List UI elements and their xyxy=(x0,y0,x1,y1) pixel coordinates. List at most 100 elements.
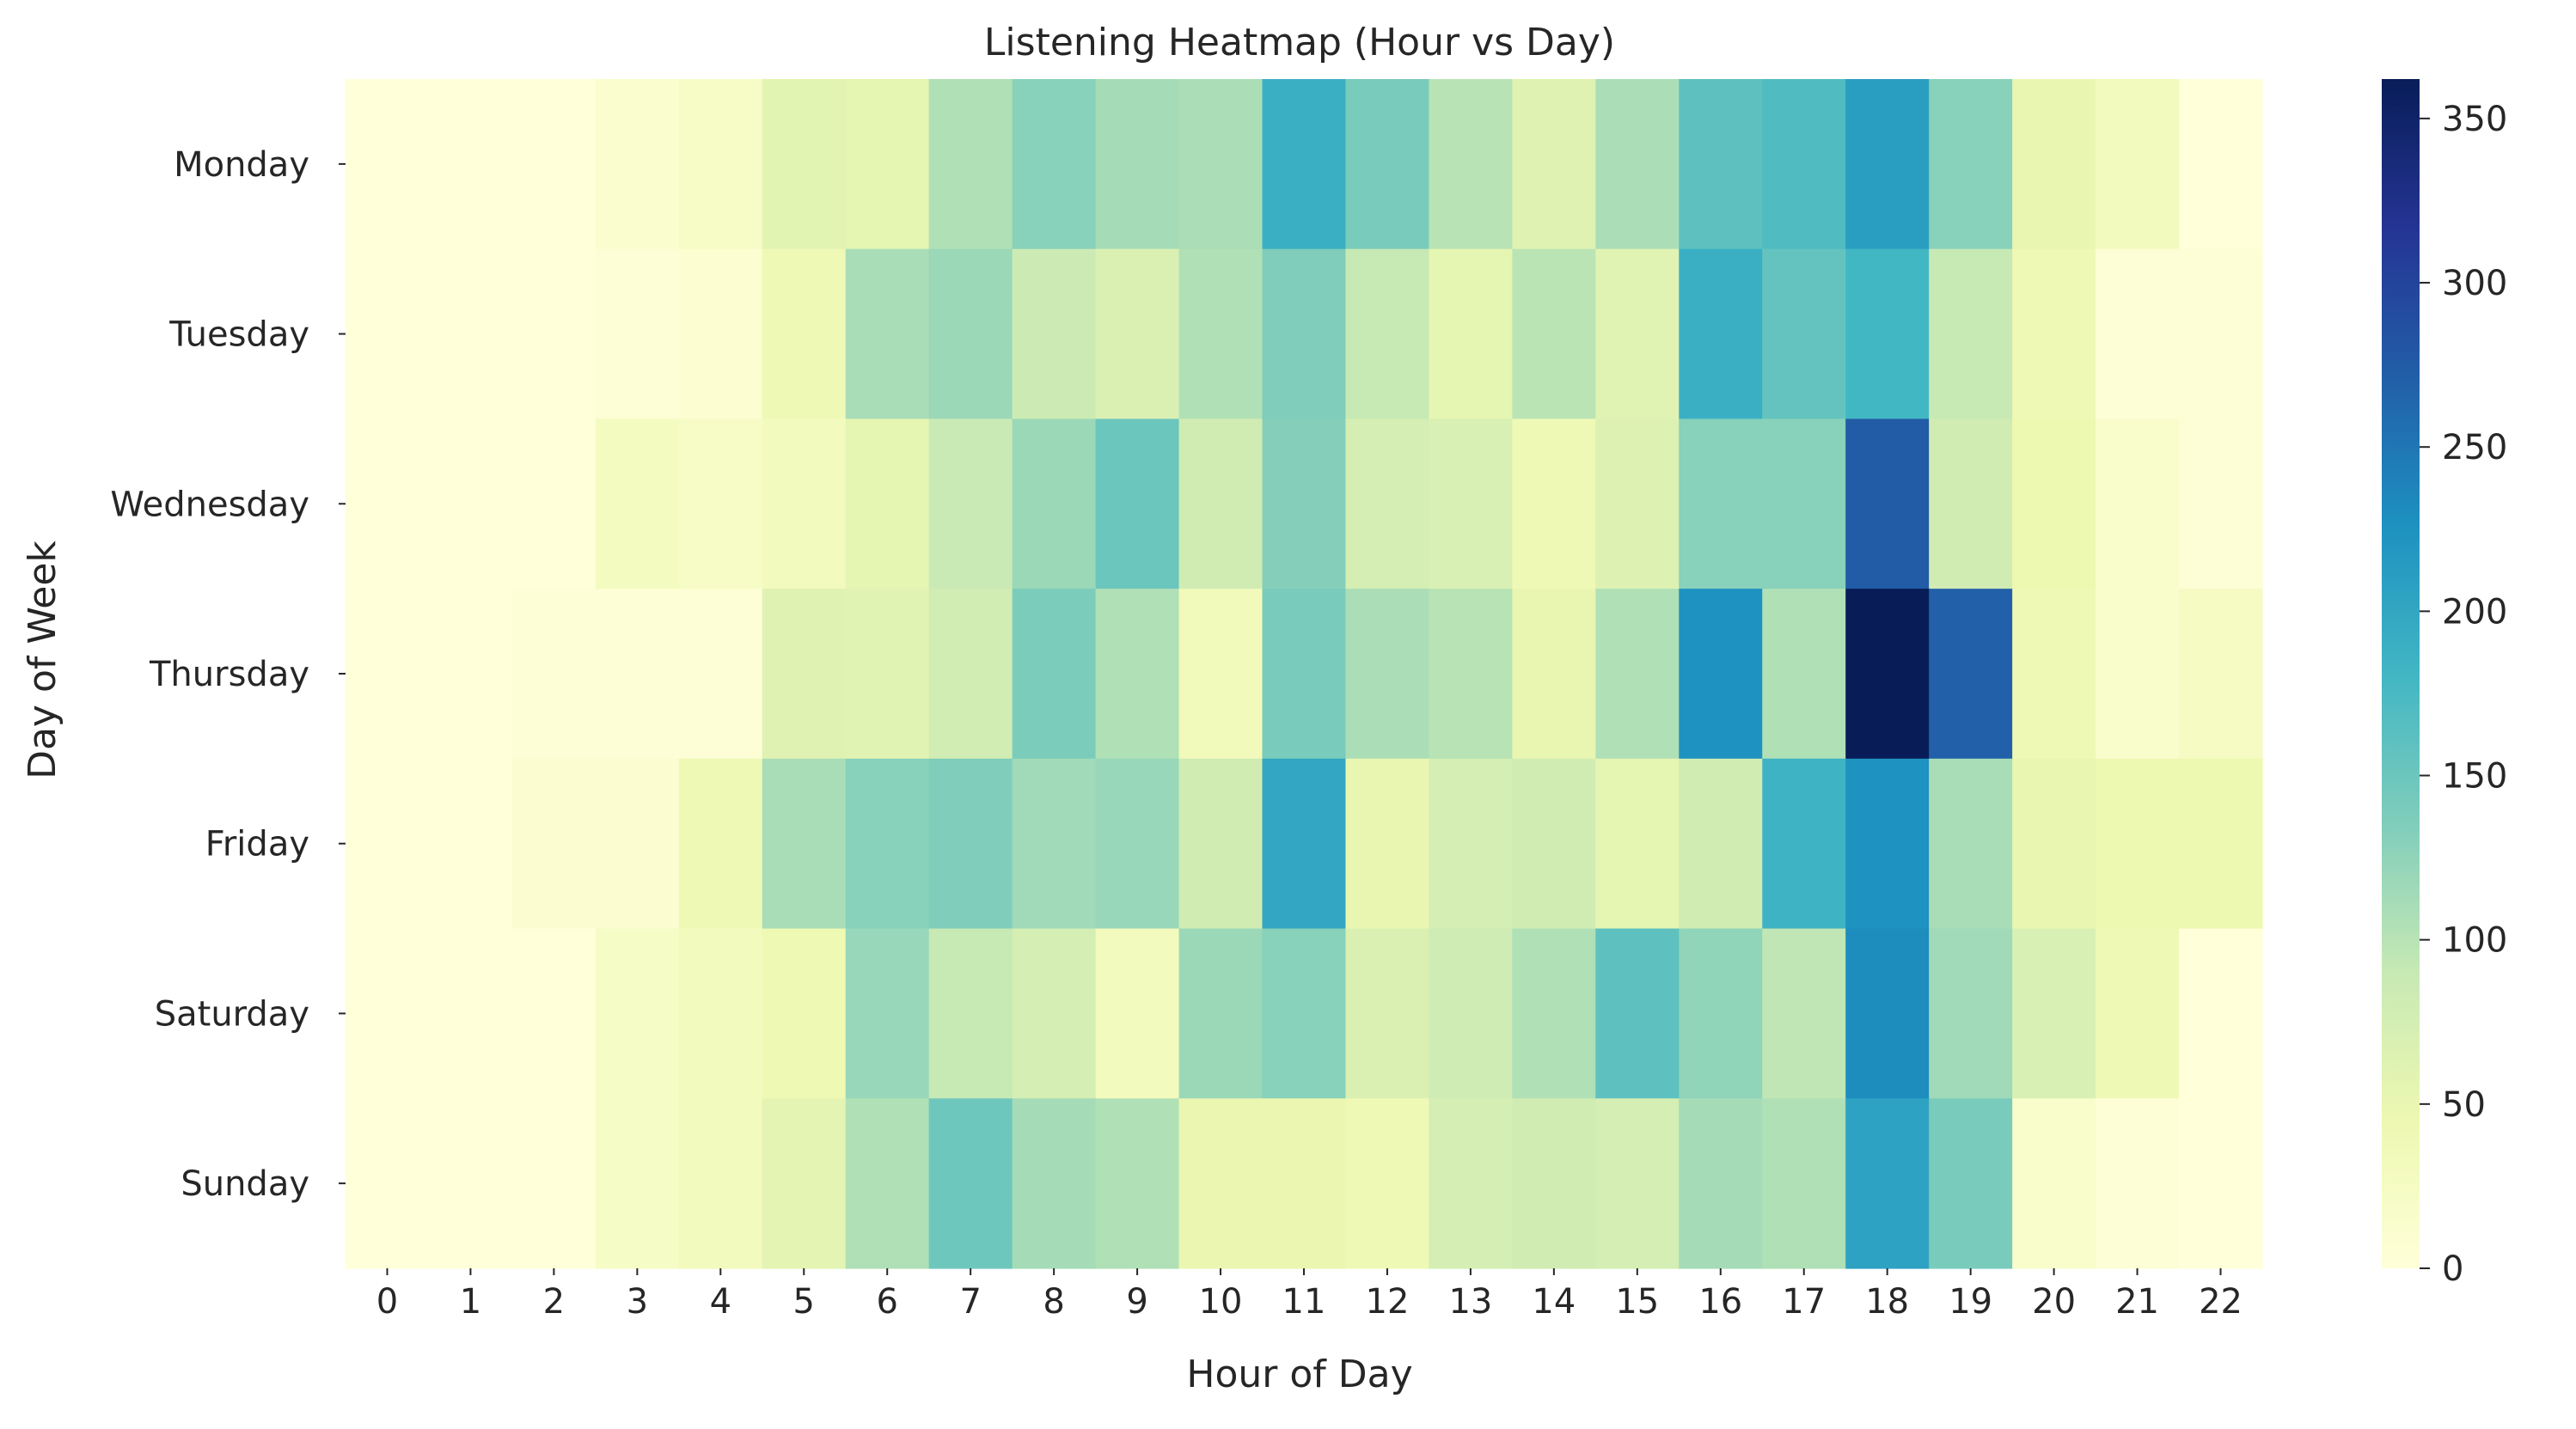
x-tick-label: 3 xyxy=(627,1282,648,1322)
heatmap-cell-saturday-15 xyxy=(1595,928,1680,1099)
heatmap-cell-thursday-5 xyxy=(762,589,847,760)
heatmap-cell-wednesday-14 xyxy=(1512,418,1596,589)
heatmap-cell-friday-13 xyxy=(1429,758,1513,930)
heatmap-cell-friday-11 xyxy=(1262,758,1347,930)
heatmap-cell-saturday-12 xyxy=(1345,928,1430,1099)
heatmap-cell-sunday-20 xyxy=(2012,1098,2096,1269)
heatmap-cell-sunday-5 xyxy=(762,1098,847,1269)
heatmap-cell-friday-15 xyxy=(1595,758,1680,930)
heatmap-cell-monday-2 xyxy=(511,79,597,250)
heatmap-cell-friday-21 xyxy=(2096,758,2180,930)
colorbar-tick-label: 300 xyxy=(2442,264,2507,303)
heatmap-cell-sunday-13 xyxy=(1429,1098,1513,1269)
heatmap-cell-monday-8 xyxy=(1012,79,1097,250)
heatmap-cell-sunday-17 xyxy=(1762,1098,1846,1269)
y-tick-label: Friday xyxy=(205,825,309,864)
heatmap-cell-thursday-13 xyxy=(1429,589,1513,760)
heatmap-cell-friday-22 xyxy=(2179,758,2263,930)
y-tick-label: Monday xyxy=(174,145,309,185)
heatmap-cell-sunday-3 xyxy=(595,1098,680,1269)
x-tick-label: 4 xyxy=(710,1282,731,1322)
heatmap-cell-thursday-22 xyxy=(2179,589,2263,760)
x-tick-label: 11 xyxy=(1282,1282,1326,1322)
heatmap-cell-wednesday-15 xyxy=(1595,418,1680,589)
heatmap-cell-thursday-3 xyxy=(595,589,680,760)
heatmap-cell-saturday-7 xyxy=(928,928,1013,1099)
heatmap-cell-monday-1 xyxy=(428,79,513,250)
heatmap-cell-tuesday-10 xyxy=(1178,248,1264,420)
x-tick-label: 8 xyxy=(1043,1282,1064,1322)
x-tick-label: 0 xyxy=(376,1282,398,1322)
heatmap-cell-friday-2 xyxy=(511,758,597,930)
heatmap-cell-sunday-10 xyxy=(1178,1098,1264,1269)
heatmap-cell-wednesday-1 xyxy=(428,418,513,589)
heatmap-cell-sunday-7 xyxy=(928,1098,1013,1269)
heatmap-cell-monday-11 xyxy=(1262,79,1347,250)
heatmap-cell-wednesday-9 xyxy=(1095,418,1180,589)
heatmap-cell-thursday-9 xyxy=(1095,589,1180,760)
heatmap-cell-monday-10 xyxy=(1178,79,1264,250)
heatmap-cell-thursday-14 xyxy=(1512,589,1596,760)
heatmap-cell-saturday-22 xyxy=(2179,928,2263,1099)
heatmap-cell-saturday-6 xyxy=(845,928,930,1099)
heatmap-cell-wednesday-6 xyxy=(845,418,930,589)
heatmap-cell-tuesday-18 xyxy=(1845,248,1930,420)
heatmap-cell-monday-21 xyxy=(2096,79,2180,250)
heatmap-cell-tuesday-15 xyxy=(1595,248,1680,420)
x-tick-label: 7 xyxy=(959,1282,981,1322)
heatmap-cell-sunday-22 xyxy=(2179,1098,2263,1269)
heatmap-cell-sunday-6 xyxy=(845,1098,930,1269)
heatmap-cell-tuesday-20 xyxy=(2012,248,2096,420)
heatmap-cell-friday-4 xyxy=(678,758,763,930)
heatmap-cell-monday-0 xyxy=(346,79,430,250)
heatmap-cell-friday-6 xyxy=(845,758,930,930)
heatmap-cell-monday-4 xyxy=(678,79,763,250)
heatmap-cell-friday-16 xyxy=(1679,758,1763,930)
heatmap-cell-tuesday-5 xyxy=(762,248,847,420)
heatmap-cell-tuesday-14 xyxy=(1512,248,1596,420)
heatmap-cell-thursday-16 xyxy=(1679,589,1763,760)
heatmap-cell-wednesday-22 xyxy=(2179,418,2263,589)
heatmap-cell-monday-6 xyxy=(845,79,930,250)
x-tick-label: 19 xyxy=(1949,1282,1992,1322)
heatmap-cell-thursday-17 xyxy=(1762,589,1846,760)
x-tick-label: 18 xyxy=(1865,1282,1909,1322)
heatmap-cell-wednesday-17 xyxy=(1762,418,1846,589)
heatmap-cell-saturday-16 xyxy=(1679,928,1763,1099)
heatmap-cell-sunday-4 xyxy=(678,1098,763,1269)
heatmap-cell-tuesday-11 xyxy=(1262,248,1347,420)
heatmap-cell-monday-20 xyxy=(2012,79,2096,250)
heatmap-cell-friday-14 xyxy=(1512,758,1596,930)
heatmap-cell-friday-0 xyxy=(346,758,430,930)
colorbar-tick-label: 250 xyxy=(2442,428,2507,467)
x-tick-label: 1 xyxy=(460,1282,481,1322)
heatmap-cell-tuesday-17 xyxy=(1762,248,1846,420)
heatmap-cell-sunday-11 xyxy=(1262,1098,1347,1269)
x-tick-label: 22 xyxy=(2199,1282,2243,1322)
x-tick-label: 6 xyxy=(876,1282,897,1322)
x-tick-label: 20 xyxy=(2032,1282,2076,1322)
heatmap-cell-sunday-9 xyxy=(1095,1098,1180,1269)
heatmap-cell-tuesday-21 xyxy=(2096,248,2180,420)
heatmap-cell-friday-8 xyxy=(1012,758,1097,930)
x-tick-label: 21 xyxy=(2115,1282,2159,1322)
heatmap-cell-tuesday-12 xyxy=(1345,248,1430,420)
heatmap-cell-sunday-2 xyxy=(511,1098,597,1269)
heatmap-cell-friday-1 xyxy=(428,758,513,930)
heatmap-cell-wednesday-0 xyxy=(346,418,430,589)
heatmap-cell-tuesday-22 xyxy=(2179,248,2263,420)
x-tick-label: 13 xyxy=(1448,1282,1492,1322)
heatmap-cell-monday-12 xyxy=(1345,79,1430,250)
heatmap-cell-monday-19 xyxy=(1929,79,2013,250)
heatmap-cell-saturday-13 xyxy=(1429,928,1513,1099)
heatmap-cell-tuesday-19 xyxy=(1929,248,2013,420)
heatmap-cell-monday-22 xyxy=(2179,79,2263,250)
colorbar-ticks: 0 50 100 150 200 250 300 350 xyxy=(2420,100,2507,1289)
heatmap-cell-thursday-7 xyxy=(928,589,1013,760)
heatmap-cell-tuesday-8 xyxy=(1012,248,1097,420)
heatmap-cell-wednesday-8 xyxy=(1012,418,1097,589)
heatmap-cell-friday-7 xyxy=(928,758,1013,930)
heatmap-cell-wednesday-18 xyxy=(1845,418,1930,589)
x-tick-label: 14 xyxy=(1532,1282,1576,1322)
